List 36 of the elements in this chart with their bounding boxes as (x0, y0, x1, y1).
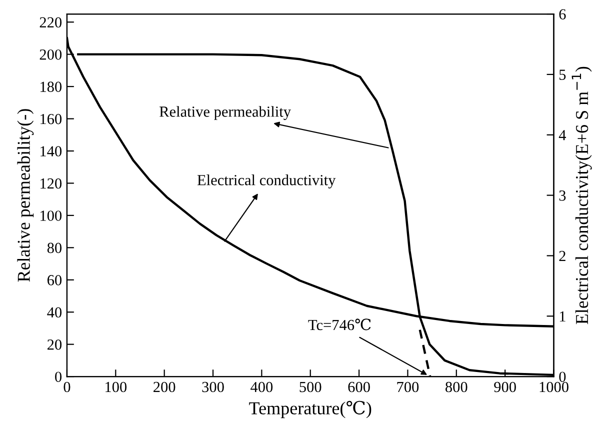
annotation: Relative permeability (160, 106, 291, 120)
x-tick-label: 300 (202, 382, 224, 392)
y2-tick-label: 5 (559, 70, 566, 80)
x-tick-label: 800 (446, 382, 468, 392)
x-tick-label: 900 (494, 382, 516, 392)
y-tick-label: 0 (55, 372, 62, 382)
x-tick-label: 200 (154, 382, 176, 392)
y2-axis-title: Electrical conductivity(E+6 S m$^{−1}$) (572, 66, 592, 324)
y-tick-label: 80 (47, 242, 62, 254)
x-tick-label: 100 (106, 382, 127, 392)
y-tick-label: 200 (40, 49, 62, 60)
x-tick-label: 400 (250, 382, 273, 392)
y-tick-label: 220 (40, 17, 62, 28)
annotation: Tc=746℃ (308, 318, 371, 330)
x-tick-label: 0 (64, 382, 70, 392)
y2-tick-label: 0 (559, 372, 566, 382)
y-tick-label: 40 (47, 307, 62, 318)
x-tick-label: 1000 (540, 382, 568, 392)
y-tick-label: 160 (40, 114, 62, 124)
y-tick-label: 180 (40, 82, 62, 92)
y2-tick-label: 2 (559, 250, 566, 262)
x-tick-label: 700 (397, 382, 419, 392)
annotation: Electrical conductivity (197, 174, 336, 188)
y-tick-label: 60 (47, 275, 62, 286)
y-tick-label: 140 (40, 146, 62, 156)
y2-tick-label: 6 (559, 9, 566, 20)
y-tick-label: 20 (48, 339, 62, 350)
y2-tick-label: 4 (558, 130, 566, 140)
y-axis-title: Relative permeability(-) (17, 109, 34, 282)
x-tick-label: 500 (300, 382, 322, 392)
y-tick-label: 100 (40, 210, 62, 221)
x-axis-title: Temperature(℃) (249, 400, 372, 418)
y2-tick-label: 1 (560, 311, 566, 322)
x-tick-label: 600 (348, 382, 370, 392)
y2-tick-label: 3 (559, 190, 566, 201)
y-tick-label: 120 (40, 178, 62, 189)
